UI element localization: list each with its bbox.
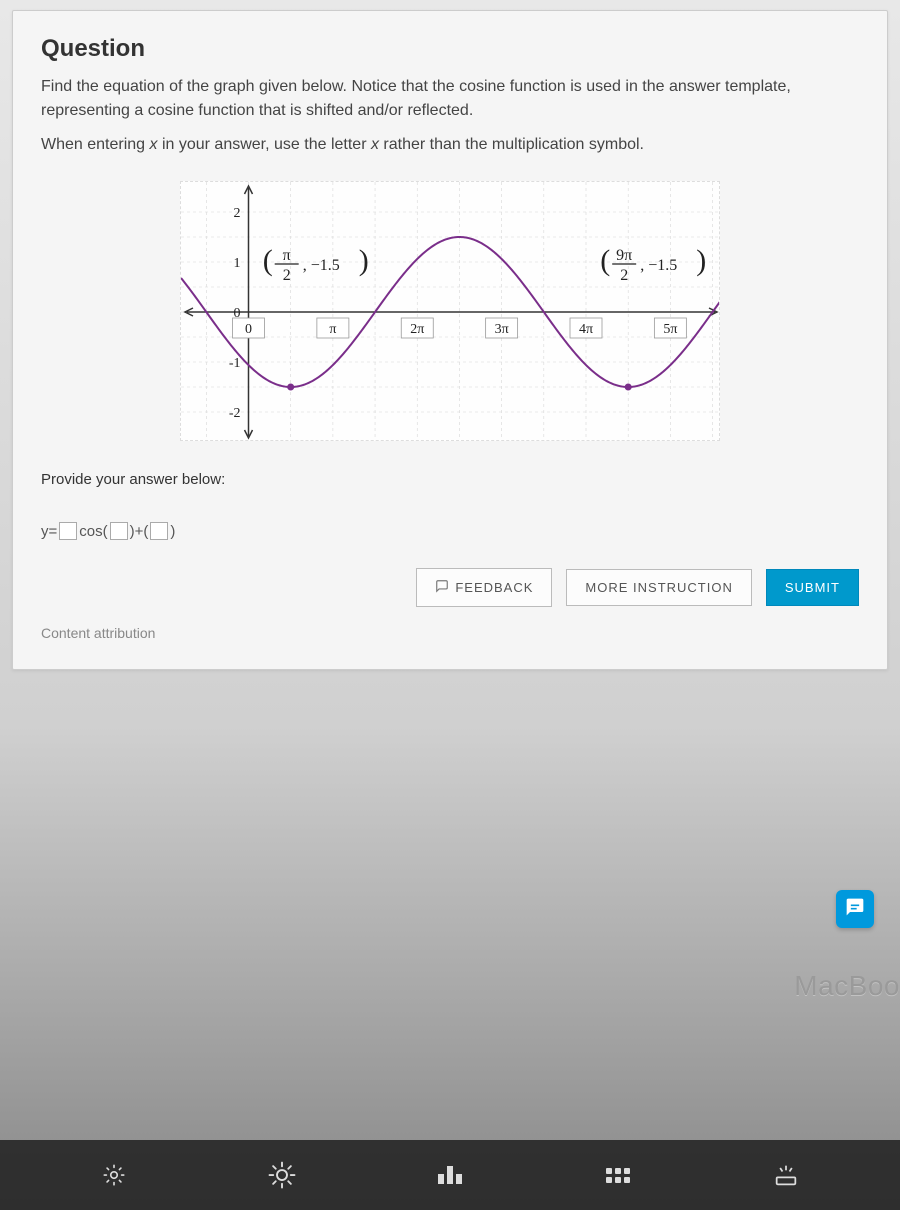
launchpad-icon[interactable] [601, 1158, 635, 1192]
svg-text:5π: 5π [663, 322, 677, 337]
question-para-2: When entering x in your answer, use the … [41, 133, 859, 157]
svg-text:, −1.5: , −1.5 [303, 257, 340, 274]
svg-text:-2: -2 [229, 406, 241, 421]
svg-text:0: 0 [245, 322, 252, 337]
svg-text:2π: 2π [410, 322, 424, 337]
svg-text:, −1.5: , −1.5 [640, 257, 677, 274]
chat-icon [435, 579, 449, 596]
svg-text:9π: 9π [616, 247, 632, 264]
svg-text:π: π [283, 247, 291, 264]
svg-text:2: 2 [283, 267, 291, 284]
cosine-chart: -2-10120π2π3π4π5π(π2, −1.5)(9π2, −1.5) [180, 181, 720, 441]
svg-text:1: 1 [234, 256, 241, 271]
svg-text:2: 2 [620, 267, 628, 284]
help-float-button[interactable] [836, 890, 874, 928]
question-card: Question Find the equation of the graph … [12, 10, 888, 670]
para2-x2: x [371, 136, 379, 153]
macbook-label: MacBoo [794, 970, 900, 1002]
para2-b: in your answer, use the letter [158, 136, 371, 153]
svg-text:2: 2 [234, 206, 241, 221]
button-row: FEEDBACK MORE INSTRUCTION SUBMIT [41, 568, 859, 607]
svg-text:): ) [696, 244, 706, 277]
svg-text:): ) [359, 244, 369, 277]
svg-text:3π: 3π [495, 322, 509, 337]
answer-input-shift[interactable] [150, 522, 168, 540]
ans-pre: y= [41, 523, 57, 540]
feedback-label: FEEDBACK [455, 580, 533, 595]
para2-a: When entering [41, 136, 150, 153]
svg-text:π: π [329, 322, 336, 337]
answer-template: y= cos( )+( ) [41, 522, 859, 540]
para2-x1: x [150, 136, 158, 153]
answer-input-amplitude[interactable] [59, 522, 77, 540]
ans-plus: )+( [130, 523, 149, 540]
chart-container: -2-10120π2π3π4π5π(π2, −1.5)(9π2, −1.5) [41, 167, 859, 471]
provide-label: Provide your answer below: [41, 471, 859, 488]
question-title: Question [41, 35, 859, 63]
svg-text:(: ( [600, 244, 610, 277]
answer-input-inside[interactable] [110, 522, 128, 540]
content-attribution: Content attribution [41, 625, 859, 641]
svg-text:(: ( [263, 244, 273, 277]
more-label: MORE INSTRUCTION [585, 580, 732, 595]
para2-c: rather than the multiplication symbol. [379, 136, 644, 153]
chat-bubble-icon [845, 897, 865, 922]
brightness-down-icon[interactable] [97, 1158, 131, 1192]
question-para-1: Find the equation of the graph given bel… [41, 75, 859, 123]
submit-button[interactable]: SUBMIT [766, 569, 859, 606]
svg-text:4π: 4π [579, 322, 593, 337]
submit-label: SUBMIT [785, 580, 840, 595]
feedback-button[interactable]: FEEDBACK [416, 568, 552, 607]
mission-control-icon[interactable] [433, 1158, 467, 1192]
ans-cos: cos( [79, 523, 107, 540]
svg-text:-1: -1 [229, 356, 241, 371]
brightness-up-icon[interactable] [265, 1158, 299, 1192]
more-instruction-button[interactable]: MORE INSTRUCTION [566, 569, 751, 606]
keyboard-light-icon[interactable] [769, 1158, 803, 1192]
ans-end: ) [170, 523, 175, 540]
